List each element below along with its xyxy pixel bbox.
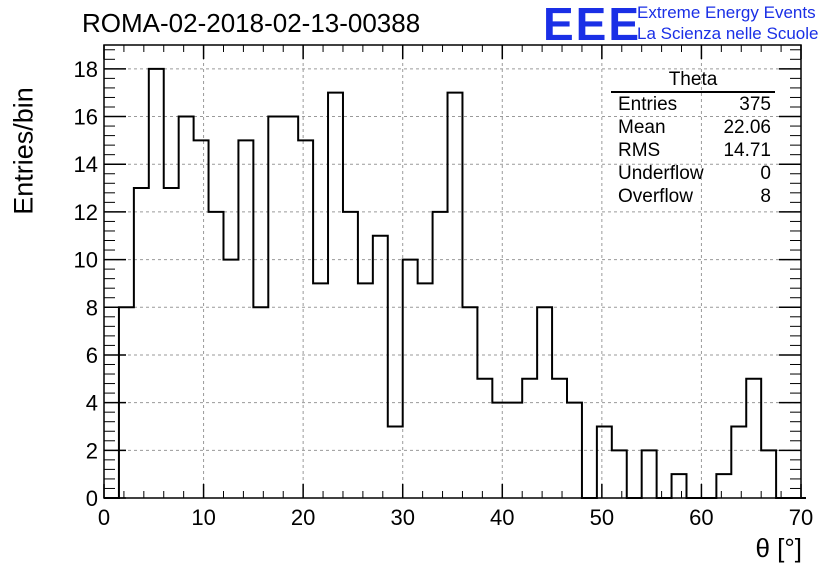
stats-row-entries: Entries 375 [611,93,775,116]
histogram-bin [418,283,433,498]
x-tick-label: 30 [390,505,414,530]
histogram-bin [597,426,612,498]
histogram-bin [358,283,373,498]
y-tick-label: 0 [86,486,98,511]
stats-row-mean: Mean 22.06 [611,116,775,139]
y-tick-label: 12 [74,200,98,225]
x-tick-label: 50 [590,505,614,530]
histogram-bin [642,450,657,498]
y-tick-label: 6 [86,343,98,368]
histogram-series [104,67,806,499]
histogram-bin [328,93,343,498]
histogram-bin [403,260,418,498]
histogram-bin [388,426,403,498]
histogram-bin [731,426,746,498]
histogram-outline [104,67,806,499]
stats-row-underflow: Underflow 0 [611,162,775,185]
histogram-bin [223,260,238,498]
chart-title: ROMA-02-2018-02-13-00388 [82,8,421,38]
x-tick-label: 20 [291,505,315,530]
stats-label: RMS [618,140,661,161]
y-tick-label: 4 [86,391,98,416]
stats-value: 0 [760,163,771,184]
histogram-bin [761,450,776,498]
y-tick-label: 2 [86,438,98,463]
ticks: 0 10 20 30 40 50 60 70 0 2 4 6 8 10 12 14 16 18 [74,45,813,530]
y-tick-label: 16 [74,105,98,130]
histogram-bin [179,117,194,498]
histogram-bin [552,379,567,498]
stats-title: Theta [611,69,775,93]
histogram-bin [373,236,388,498]
stats-box: Theta Entries 375 Mean 22.06 RMS 14.71 Unde… [611,69,775,208]
histogram-bin [134,188,149,498]
stats-label: Entries [618,94,678,115]
y-tick-label: 10 [74,248,98,273]
histogram-bin [612,450,627,498]
stats-label: Underflow [618,163,704,184]
histogram-bin [209,212,224,498]
y-axis-label-text: Entries/bin [8,87,39,215]
histogram-bin [194,140,209,498]
x-axis-label: θ [°] [755,533,802,563]
axes [103,44,802,499]
stats-row-overflow: Overflow 8 [611,185,775,208]
histogram-bin [149,69,164,498]
stats-value: 14.71 [723,140,771,161]
plot-frame [103,44,802,499]
y-tick-label: 14 [74,152,98,177]
eee-logo: EEE [543,0,642,50]
x-tick-label: 40 [490,505,514,530]
y-tick-label: 18 [74,57,98,82]
histogram-bin [448,93,463,498]
stats-row-rms: RMS 14.71 [611,139,775,162]
histogram-bin [672,474,687,498]
y-tick-label: 8 [86,295,98,320]
histogram-bin [298,140,313,498]
x-tick-label: 60 [689,505,713,530]
stats-value: 375 [739,94,771,115]
histogram-bin [313,283,328,498]
y-axis-label: Entries/bin [6,87,42,215]
grid [104,45,801,498]
stats-value: 22.06 [723,117,771,138]
histogram-bin [477,379,492,498]
stats-value: 8 [760,186,771,207]
histogram-bin [716,474,731,498]
logo-subtitle-line2: La Scienza nelle Scuole [637,24,819,43]
logo-subtitle-line1: Extreme Energy Events [637,3,816,22]
histogram-bin [522,379,537,498]
histogram-bin [164,188,179,498]
histogram-bin [746,379,761,498]
histogram-bin [238,140,253,498]
x-tick-label: 70 [789,505,813,530]
x-tick-label: 0 [98,505,110,530]
stats-label: Overflow [618,186,693,207]
stats-label: Mean [618,117,666,138]
x-tick-label: 10 [191,505,215,530]
